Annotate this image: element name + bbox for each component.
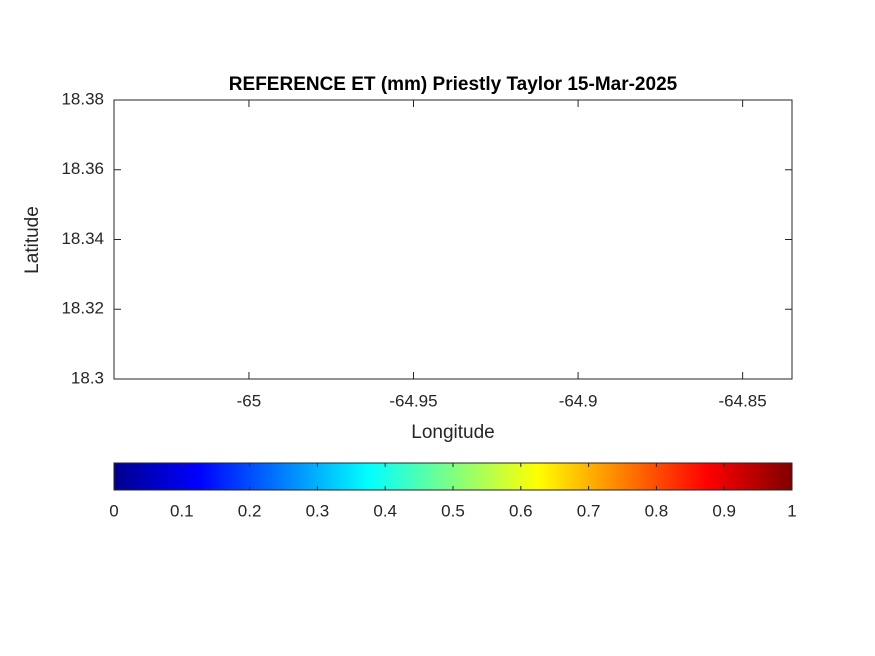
y-tick-label: 18.32 — [61, 299, 104, 318]
x-axis-label: Longitude — [411, 422, 494, 443]
colorbar-tick-label: 1 — [787, 501, 796, 520]
y-tick-label: 18.34 — [61, 229, 104, 248]
y-tick-label: 18.3 — [71, 368, 104, 387]
colorbar-tick-label: 0.8 — [645, 501, 669, 520]
colorbar-tick-label: 0.3 — [306, 501, 330, 520]
colorbar — [113, 462, 793, 491]
y-tick-label: 18.38 — [61, 89, 104, 108]
colorbar-tick-label: 0.9 — [712, 501, 736, 520]
colorbar-tick-label: 0.4 — [373, 501, 397, 520]
colorbar-tick-label: 0.1 — [170, 501, 194, 520]
y-axis-label: Latitude — [22, 206, 43, 274]
x-tick-label: -65 — [237, 391, 262, 410]
chart-title: REFERENCE ET (mm) Priestly Taylor 15-Mar… — [229, 74, 678, 95]
x-tick-label: -64.95 — [389, 391, 437, 410]
x-tick-label: -64.85 — [719, 391, 767, 410]
colorbar-tick-label: 0.6 — [509, 501, 533, 520]
colorbar-tick-label: 0.5 — [441, 501, 465, 520]
plot-area — [113, 99, 793, 380]
colorbar-tick-label: 0 — [109, 501, 118, 520]
y-tick-label: 18.36 — [61, 159, 104, 178]
x-tick-label: -64.9 — [559, 391, 598, 410]
colorbar-tick-label: 0.7 — [577, 501, 601, 520]
colorbar-tick-label: 0.2 — [238, 501, 262, 520]
